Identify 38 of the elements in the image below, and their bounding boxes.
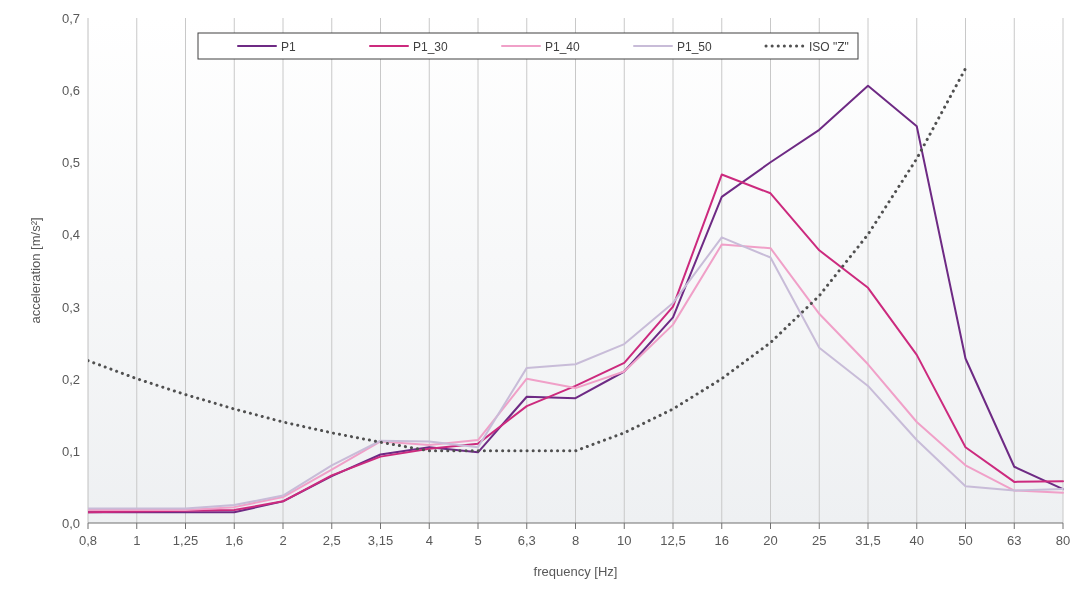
x-axis-title: frequency [Hz] xyxy=(533,564,618,579)
x-tick-label: 4 xyxy=(425,533,433,548)
y-tick-label: 0,6 xyxy=(61,83,80,99)
x-tick-label: 40 xyxy=(909,533,924,548)
x-tick-label: 1 xyxy=(133,533,141,548)
y-tick-label: 0,2 xyxy=(61,371,80,387)
y-axis-title: acceleration [m/s²] xyxy=(28,217,43,324)
legend-label: P1_40 xyxy=(545,40,581,54)
x-tick-label: 3,15 xyxy=(367,533,394,548)
x-tick-label: 5 xyxy=(474,533,482,548)
x-tick-label: 16 xyxy=(714,533,729,548)
y-tick-label: 0,3 xyxy=(61,299,80,315)
legend-label: P1 xyxy=(281,40,296,54)
x-tick-label: 1,25 xyxy=(172,533,199,548)
x-tick-label: 8 xyxy=(571,533,580,548)
x-tick-label: 25 xyxy=(812,533,827,548)
x-tick-label: 12,5 xyxy=(660,533,686,548)
x-tick-label: 2,5 xyxy=(322,533,341,548)
legend-label: ISO "Z" xyxy=(809,40,849,54)
y-tick-label: 0,1 xyxy=(61,443,80,459)
y-tick-label: 0,5 xyxy=(61,155,80,171)
line-series xyxy=(88,67,967,453)
y-tick-label: 0,7 xyxy=(61,11,80,26)
x-tick-label: 50 xyxy=(958,533,973,548)
x-tick-label: 63 xyxy=(1007,533,1022,548)
x-tick-label: 31,5 xyxy=(855,533,881,548)
x-tick-label: 10 xyxy=(617,533,632,548)
x-tick-label: 20 xyxy=(763,533,778,548)
y-tick-label: 0,0 xyxy=(61,516,80,531)
legend-label: P1_50 xyxy=(677,40,713,54)
x-tick-label: 80 xyxy=(1055,533,1071,548)
x-tick-label: 1,6 xyxy=(225,533,244,548)
line-series xyxy=(88,173,1064,514)
x-tick-label: 6,3 xyxy=(517,533,536,548)
x-tick-label: 0,8 xyxy=(78,533,98,548)
legend-label: P1_30 xyxy=(413,40,449,54)
y-tick-label: 0,4 xyxy=(61,227,80,243)
x-tick-label: 2 xyxy=(279,533,287,548)
